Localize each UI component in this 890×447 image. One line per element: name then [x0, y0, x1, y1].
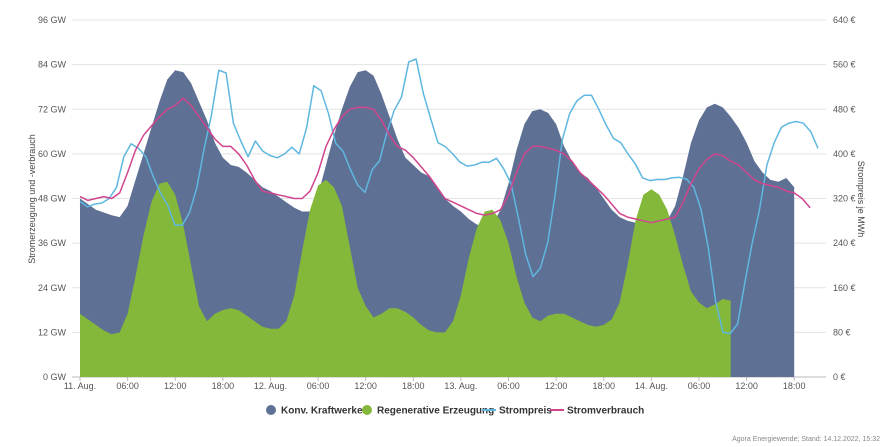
right-tick-label: 320 €: [833, 194, 856, 204]
x-tick-label: 18:00: [212, 381, 235, 391]
left-tick-label: 0 GW: [43, 372, 67, 382]
x-tick-label: 18:00: [402, 381, 425, 391]
right-tick-label: 560 €: [833, 60, 856, 70]
x-tick-label: 12:00: [164, 381, 187, 391]
left-tick-label: 24 GW: [38, 283, 67, 293]
right-axis-title: Strompreis je MWh: [856, 161, 866, 238]
x-tick-label: 12. Aug.: [254, 381, 287, 391]
left-tick-label: 60 GW: [38, 149, 67, 159]
line-series: [79, 58, 819, 335]
left-axis-ticks: 0 GW 12 GW 24 GW 36 GW 48 GW 60 GW 72 GW 84 GW 9…: [38, 15, 67, 382]
x-tick-label: 12:00: [735, 381, 758, 391]
legend-dot-icon: [266, 405, 276, 415]
price-line: [79, 58, 819, 335]
x-tick-label: 12:00: [545, 381, 568, 391]
left-tick-label: 36 GW: [38, 238, 67, 248]
consumption-line: [79, 97, 811, 224]
legend-item[interactable]: Stromverbrauch: [550, 406, 644, 417]
x-tick-label: 13. Aug.: [444, 381, 477, 391]
left-tick-label: 12 GW: [38, 327, 67, 337]
legend-label: Strompreis: [499, 406, 552, 417]
legend-item[interactable]: Konv. Kraftwerke: [266, 405, 363, 417]
chart-legend: Konv. Kraftwerke Regenerative Erzeugung St…: [266, 405, 644, 417]
right-tick-label: 240 €: [833, 238, 856, 248]
left-tick-label: 84 GW: [38, 60, 67, 70]
right-tick-label: 480 €: [833, 104, 856, 114]
left-axis-title: Stromerzeugung und -verbrauch: [27, 134, 37, 264]
legend-label: Stromverbrauch: [567, 406, 644, 417]
right-tick-label: 0 €: [833, 372, 846, 382]
right-axis-ticks: 0 € 80 € 160 € 240 € 320 € 400 € 480 € 560 € 640…: [833, 15, 856, 382]
x-tick-label: 06:00: [497, 381, 520, 391]
right-tick-label: 160 €: [833, 283, 856, 293]
x-tick-label: 06:00: [116, 381, 139, 391]
x-tick-label: 06:00: [688, 381, 711, 391]
x-tick-label: 18:00: [783, 381, 806, 391]
legend-item[interactable]: Strompreis: [482, 406, 552, 417]
left-tick-label: 72 GW: [38, 104, 67, 114]
right-tick-label: 80 €: [833, 327, 851, 337]
legend-dot-icon: [362, 405, 372, 415]
x-tick-label: 18:00: [592, 381, 615, 391]
legend-label: Regenerative Erzeugung: [377, 406, 494, 417]
right-tick-label: 640 €: [833, 15, 856, 25]
left-tick-label: 48 GW: [38, 194, 67, 204]
x-axis-ticks: 11. Aug. 06:00 12:00 18:00 12. Aug. 06:00 12:0…: [64, 377, 806, 391]
credit-text: Agora Energiewende; Stand: 14.12.2022, 1…: [732, 436, 880, 443]
renewable-area: [80, 179, 731, 377]
x-tick-label: 14. Aug.: [635, 381, 668, 391]
legend-item[interactable]: Regenerative Erzeugung: [362, 405, 494, 417]
left-tick-label: 96 GW: [38, 15, 67, 25]
right-tick-label: 400 €: [833, 149, 856, 159]
x-tick-label: 12:00: [354, 381, 377, 391]
legend-label: Konv. Kraftwerke: [281, 406, 363, 417]
conventional-area: [80, 70, 795, 377]
x-tick-label: 06:00: [307, 381, 330, 391]
area-series: [80, 70, 795, 377]
x-tick-label: 11. Aug.: [64, 381, 96, 391]
